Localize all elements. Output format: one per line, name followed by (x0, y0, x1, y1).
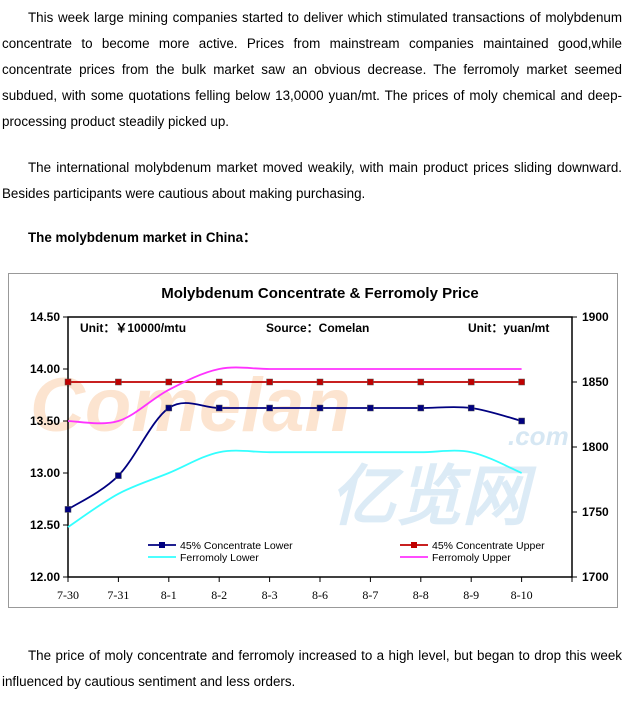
x-axis: 7-30 7-31 8-1 8-2 8-3 8-6 8-7 8-8 8-9 8-10 (57, 577, 573, 602)
data-point-45-concentrate-upper (417, 378, 425, 386)
data-point-45-concentrate-lower (467, 404, 475, 412)
data-point-45-concentrate-upper (367, 378, 374, 386)
series-line-ferromoly-upper (67, 366, 522, 425)
section-heading: The molybdenum market in China： (28, 230, 257, 245)
y-right-tick-label: 1900 (582, 310, 609, 324)
legend: 45% Concentrate Lower 45% Concentrate Upp… (148, 540, 545, 564)
y-left-tick-label: 13.00 (30, 466, 60, 480)
legend-label: 45% Concentrate Upper (432, 540, 545, 552)
data-point-45-concentrate-upper (467, 378, 475, 386)
paragraph-1: This week large mining companies started… (2, 10, 622, 129)
data-point-45-concentrate-lower (115, 472, 122, 479)
unit-left-label: Unit：￥10000/mtu (80, 321, 186, 335)
y-left-tick-label: 14.00 (30, 362, 60, 376)
data-point-45-concentrate-lower (518, 417, 525, 425)
paragraph-3: The price of moly concentrate and ferrom… (2, 648, 622, 689)
data-point-45-concentrate-upper (165, 378, 173, 386)
y-left-tick-label: 13.50 (30, 414, 60, 428)
data-point-45-concentrate-lower (316, 404, 324, 412)
y-axis-left: 12.00 12.50 13.00 13.50 14.00 14.50 (30, 310, 68, 584)
series-line-45-concentrate-lower (67, 402, 522, 511)
data-point-45-concentrate-upper (518, 378, 525, 386)
x-tick-label: 8-7 (362, 588, 378, 602)
x-tick-label: 8-1 (161, 588, 177, 602)
chart-frame (8, 273, 618, 608)
legend-label: Ferromoly Lower (180, 552, 259, 564)
data-point-45-concentrate-lower (417, 404, 425, 412)
price-chart: Comelan .com 亿览网 Molybdenum Concentrate … (8, 273, 618, 608)
y-right-tick-label: 1700 (582, 570, 609, 584)
unit-right-label: Unit：yuan/mt (468, 321, 549, 335)
data-point-45-concentrate-upper (215, 378, 223, 386)
series-line-ferromoly-lower (67, 449, 522, 528)
x-tick-label: 8-6 (312, 588, 328, 602)
y-left-tick-label: 12.50 (30, 518, 60, 532)
x-tick-label: 8-8 (413, 588, 429, 602)
legend-label: Ferromoly Upper (432, 552, 511, 564)
source-label: Source：Comelan (266, 321, 369, 335)
x-tick-label: 8-9 (463, 588, 479, 602)
data-point-45-concentrate-upper (64, 378, 72, 386)
data-point-45-concentrate-upper (316, 378, 324, 386)
data-point-45-concentrate-upper (115, 378, 122, 386)
y-right-tick-label: 1800 (582, 440, 609, 454)
legend-label: 45% Concentrate Lower (180, 540, 293, 552)
x-tick-label: 7-31 (107, 588, 129, 602)
x-tick-label: 8-10 (511, 588, 533, 602)
series-layer (64, 366, 525, 528)
data-point-45-concentrate-lower (367, 404, 374, 412)
data-point-45-concentrate-lower (215, 404, 223, 412)
watermark-suffix: .com (508, 421, 569, 451)
x-tick-label: 7-30 (57, 588, 79, 602)
data-point-45-concentrate-upper (266, 378, 273, 386)
price-chart-svg: Comelan .com 亿览网 Molybdenum Concentrate … (8, 273, 618, 608)
data-point-45-concentrate-lower (266, 404, 273, 412)
watermark: Comelan .com 亿览网 (30, 363, 569, 535)
data-point-45-concentrate-lower (64, 506, 72, 513)
y-left-tick-label: 14.50 (30, 310, 60, 324)
paragraph-2: The international molybdenum market move… (2, 160, 622, 201)
legend-marker (159, 542, 165, 548)
chart-title: Molybdenum Concentrate & Ferromoly Price (161, 285, 479, 302)
y-right-tick-label: 1750 (582, 505, 609, 519)
y-axis-right: 1700 1750 1800 1850 1900 (572, 310, 609, 584)
x-tick-label: 8-2 (211, 588, 227, 602)
watermark-cn-text: 亿览网 (330, 458, 537, 535)
y-right-tick-label: 1850 (582, 375, 609, 389)
data-point-45-concentrate-lower (165, 404, 173, 412)
y-left-tick-label: 12.00 (30, 570, 60, 584)
legend-marker (411, 542, 417, 548)
x-tick-label: 8-3 (262, 588, 278, 602)
watermark-text: Comelan (30, 363, 351, 448)
